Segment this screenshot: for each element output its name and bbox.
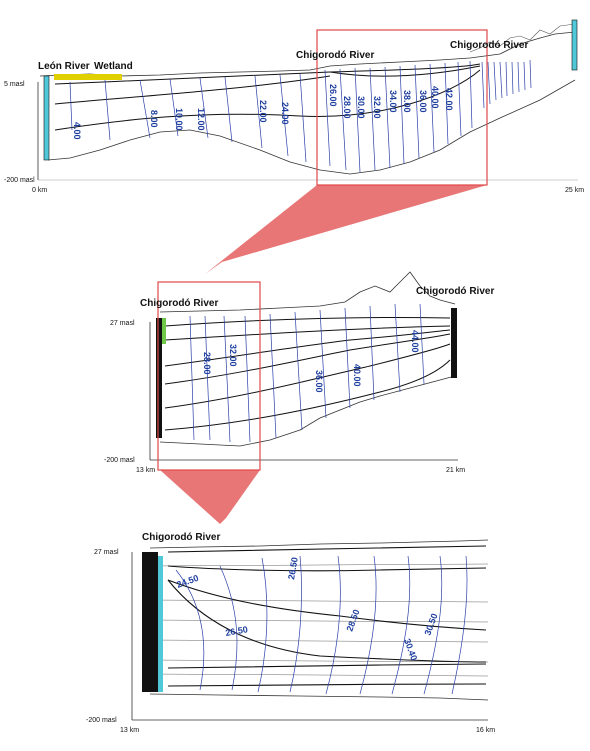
contour-label: 28.50	[344, 608, 361, 633]
contour-label: 26.00	[328, 84, 338, 107]
panel1-right-boundary	[571, 19, 578, 71]
panel3-contour-labels: 24.50 26.50 26.50 28.50 30.40 30.50	[175, 556, 439, 661]
contour-label: 44.00	[410, 330, 420, 353]
panel3-y-bottom: -200 masl	[86, 717, 117, 724]
panel3-x-left: 13 km	[120, 727, 139, 734]
panel1-wetland-label: Wetland	[94, 61, 133, 72]
contour-label: 12.00	[196, 108, 206, 131]
contour-label: 40.00	[430, 86, 440, 109]
panel1-flowline	[54, 69, 481, 131]
contour-label: 32.00	[372, 96, 382, 119]
contour-label: 30.00	[356, 96, 366, 119]
panel2-top-surface	[159, 271, 456, 313]
panel2-chigorodo-left-label: Chigorodó River	[140, 298, 218, 309]
contour-label: 28.00	[342, 96, 352, 119]
contour-label: 4.00	[72, 122, 82, 140]
contour-label: 36.00	[314, 370, 324, 393]
panel1-left-boundary	[43, 75, 50, 161]
panel1-flowline	[54, 63, 481, 85]
panel2-contours	[189, 303, 425, 443]
panel2-y-top: 27 masl	[110, 320, 135, 327]
contour-label: 38.00	[402, 90, 412, 113]
contour-label: 32.00	[228, 344, 238, 367]
panel3-left-boundary	[142, 552, 158, 692]
panel3-y-top: 27 masl	[94, 549, 119, 556]
panel1-y-bottom: -200 masl	[4, 177, 35, 184]
panel2-left-green	[162, 318, 166, 344]
panel1-bottom-surface	[47, 79, 576, 175]
contour-label: 36.00	[418, 90, 428, 113]
panel2-chigorodo-right-label: Chigorodó River	[416, 286, 494, 297]
panel1-chigorodo-mid-label: Chigorodó River	[296, 50, 374, 61]
panel1-x-right: 25 km	[565, 187, 584, 194]
contour-label: 24.00	[280, 102, 290, 125]
contour-label: 26.50	[286, 556, 300, 580]
panel2-left-boundary	[156, 318, 162, 438]
contour-label: 40.00	[352, 364, 362, 387]
panel3-x-right: 16 km	[476, 727, 495, 734]
contour-label: 26.50	[225, 624, 249, 638]
contour-label: 8.00	[149, 110, 159, 128]
panel3-top-surface	[149, 539, 489, 549]
contour-label: 30.50	[422, 612, 439, 637]
panel2-contour-labels: 28.00 32.00 36.00 40.00 44.00	[202, 330, 420, 393]
contour-label: 10.00	[174, 108, 184, 131]
panel1-flowline	[329, 65, 481, 77]
panel1-contours	[69, 59, 532, 173]
contour-label: 34.00	[388, 90, 398, 113]
zoom-connector-1	[205, 185, 487, 274]
panel3-left-cyan	[158, 556, 163, 692]
panel2-flowlines	[164, 316, 451, 431]
panel2-x-left: 13 km	[136, 467, 155, 474]
panel-2: Chigorodó River Chigorodó River 27 masl …	[104, 271, 494, 474]
panel3-flowlines	[167, 545, 487, 687]
panel-1: León River Wetland Chigorodó River Chigo…	[4, 19, 584, 194]
panel1-contour-labels: 4.00 8.00 10.00 12.00 24.00 22.00 26.00 …	[72, 84, 454, 140]
panel-3: Chigorodó River 27 masl -200 masl 13 km …	[86, 532, 495, 734]
panel1-leon-river-label: León River	[38, 61, 90, 72]
panel2-y-bottom: -200 masl	[104, 457, 135, 464]
panel2-bottom-surface	[159, 375, 456, 447]
contour-label: 30.40	[402, 637, 419, 662]
panel2-right-boundary	[451, 308, 457, 378]
contour-label: 28.00	[202, 352, 212, 375]
contour-label: 42.00	[444, 88, 454, 111]
panel3-contours	[175, 555, 468, 695]
panel3-bottom-surface	[149, 693, 489, 701]
panel2-x-right: 21 km	[446, 467, 465, 474]
contour-label: 22.00	[258, 100, 268, 123]
panel1-chigorodo-right-label: Chigorodó River	[450, 40, 528, 51]
panel2-zoom-box	[157, 281, 261, 471]
panel3-chigorodo-label: Chigorodó River	[142, 532, 220, 543]
zoom-connector-2	[160, 470, 260, 524]
panel1-y-top: 5 masl	[4, 81, 25, 88]
panel1-x-left: 0 km	[32, 187, 47, 194]
panel1-flowline	[54, 75, 331, 105]
panel1-wetland-bar	[54, 74, 122, 80]
